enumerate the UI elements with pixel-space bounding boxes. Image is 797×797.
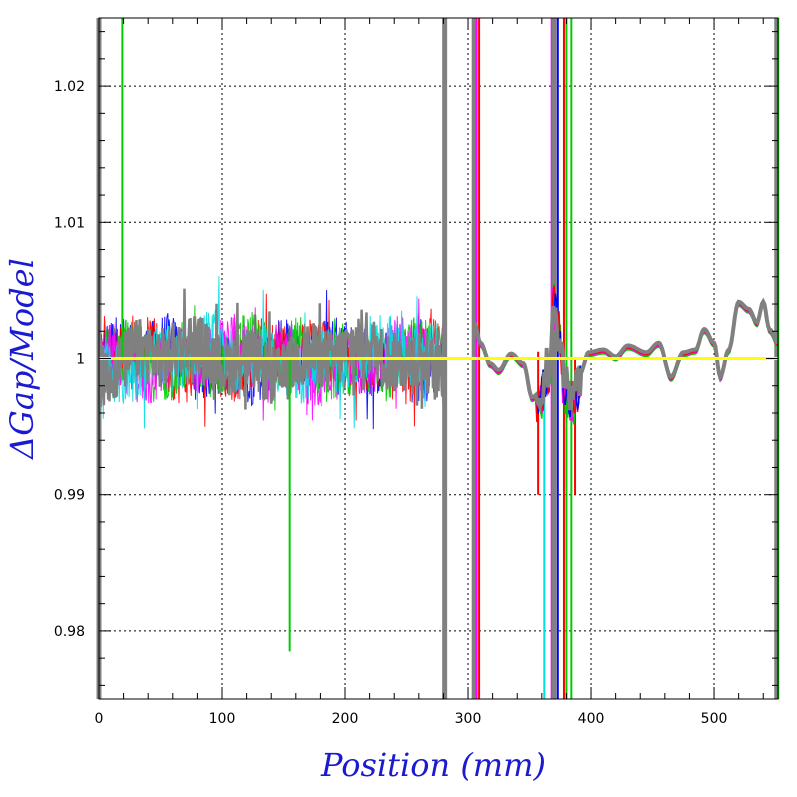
- y-axis-title: ΔGap/Model: [3, 258, 41, 461]
- y-tick-label: 1.02: [54, 79, 85, 95]
- smooth-trace: [473, 293, 779, 418]
- x-axis-title: Position (mm): [320, 746, 546, 784]
- x-tick-label: 0: [95, 711, 104, 727]
- smooth-trace: [473, 288, 779, 422]
- axis-ticks: 0 100 200 300 400 500 0.98 0.99 1 1.01 1.02: [54, 18, 778, 727]
- noisy-trace: [97, 288, 446, 410]
- smooth-trace: [472, 297, 780, 413]
- smooth-trace: [473, 285, 779, 423]
- noisy-traces: [97, 276, 446, 430]
- x-tick-label: 400: [578, 711, 605, 727]
- y-tick-label: 1.01: [54, 215, 85, 231]
- x-tick-label: 100: [209, 711, 236, 727]
- smooth-traces: [472, 283, 780, 425]
- y-tick-label: 0.98: [54, 624, 85, 640]
- y-tick-label: 1: [76, 352, 85, 368]
- x-tick-label: 200: [332, 711, 359, 727]
- y-tick-label: 0.99: [54, 488, 85, 504]
- x-tick-label: 300: [455, 711, 482, 727]
- x-tick-label: 500: [701, 711, 728, 727]
- smooth-trace: [473, 283, 779, 425]
